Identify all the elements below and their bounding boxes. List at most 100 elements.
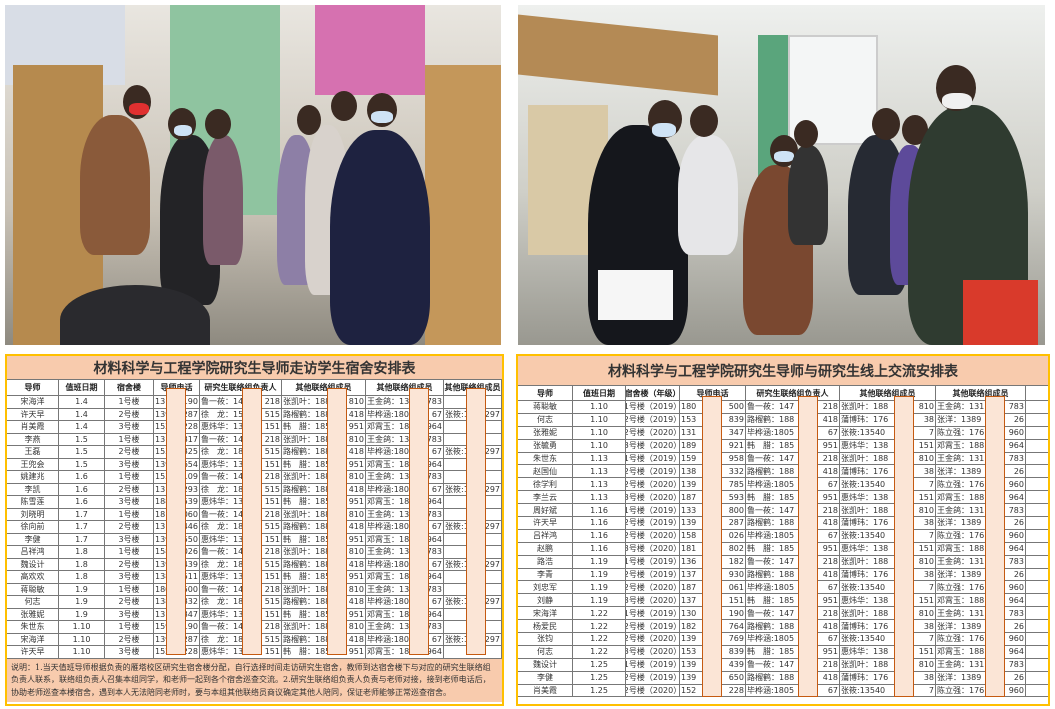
cell-fragment: 152 bbox=[155, 422, 171, 432]
cell-fragment: 1297 bbox=[479, 634, 500, 644]
cell-fragment: 151 bbox=[728, 595, 744, 605]
redaction-box bbox=[327, 388, 347, 655]
cell-fragment: 路榴鹤：188 bbox=[747, 570, 795, 580]
table-row: 张雅妮 1.10 2号楼（2020） 131 347 毕桦涵:1805 67 张筱:13540… bbox=[518, 426, 1048, 440]
cell-fragment: 060 bbox=[182, 509, 198, 519]
table-cell: 路榴鹤：188 418 bbox=[746, 671, 840, 684]
table-cell: 张凯叶：188 810 bbox=[282, 396, 366, 408]
cell-fragment: 13 bbox=[155, 397, 166, 407]
cell-fragment: 陈立强：176 bbox=[937, 634, 985, 644]
column-header: 其他联络组成员 bbox=[444, 380, 502, 395]
table-cell: 张凯叶：188 810 bbox=[840, 658, 936, 671]
cell-fragment: 26 bbox=[1013, 466, 1024, 476]
table-cell: 王金鸽：131 783 bbox=[366, 583, 444, 595]
table-cell: 赵国仙 bbox=[518, 465, 573, 478]
table-cell: 张凯叶：188 810 bbox=[282, 583, 366, 595]
table-row: 李兰云 1.13 3号楼（2020） 187 593 韩 腊：185 951 惠炜华：138 1… bbox=[518, 491, 1048, 505]
table-cell: 1号楼 bbox=[105, 396, 154, 408]
table-cell: 韩 腊：185 951 bbox=[282, 421, 366, 433]
cell-fragment: 515 bbox=[264, 447, 280, 457]
cell-fragment: 139 bbox=[155, 534, 171, 544]
cell-fragment: 徐 龙：18 bbox=[201, 522, 244, 532]
cell-fragment: 187 bbox=[681, 582, 697, 592]
cell-fragment: 67 bbox=[827, 531, 838, 541]
cell-fragment: 153 bbox=[681, 647, 697, 657]
cell-fragment: 毕桦涵:180 bbox=[367, 522, 409, 532]
table-cell: 1.5 bbox=[59, 458, 105, 470]
table-row: 路浩 1.19 1号楼（2019） 136 182 鲁一莜：147 218 张凯叶：188 81… bbox=[518, 555, 1048, 569]
cell-fragment: 张筱:1 bbox=[445, 634, 469, 644]
column-header: 宿舍楼（年级） bbox=[626, 386, 680, 400]
cell-fragment: 151 bbox=[918, 544, 934, 554]
table-cell: 3号楼（2020） bbox=[626, 594, 680, 607]
cell-fragment: 182 bbox=[728, 557, 744, 567]
table-cell: 1.16 bbox=[573, 517, 626, 529]
table-cell: 徐 龙：18 515 bbox=[200, 596, 282, 608]
table-cell: 徐 龙：18 515 bbox=[200, 483, 282, 495]
cell-fragment: 38 bbox=[923, 570, 934, 580]
table-cell: 2号楼 bbox=[105, 558, 154, 570]
cell-fragment: 张筱:13540 bbox=[841, 582, 886, 592]
cell-fragment: 951 bbox=[822, 441, 838, 451]
cell-fragment: 张洋：1389 bbox=[937, 673, 982, 683]
cell-fragment: 蒲博玮：176 bbox=[841, 621, 889, 631]
table-cell bbox=[444, 433, 502, 445]
table-cell: 周好斌 bbox=[518, 504, 573, 517]
cell-fragment: 徐 龙：18 bbox=[201, 484, 244, 494]
table-cell: 毕桦涵:180 67 bbox=[366, 446, 444, 458]
table-cell: 1.8 bbox=[59, 546, 105, 558]
table-cell: 158 026 bbox=[680, 529, 746, 542]
cell-fragment: 418 bbox=[348, 634, 364, 644]
table-cell: 路榴鹤：188 418 bbox=[746, 568, 840, 581]
cell-fragment: 张凯叶：188 bbox=[841, 454, 889, 463]
table-cell: 2号楼 bbox=[105, 596, 154, 608]
cell-fragment: 张洋：1389 bbox=[937, 466, 982, 476]
cell-fragment: 韩 腊：185 bbox=[747, 595, 795, 605]
table-cell: 139 650 bbox=[680, 671, 746, 684]
cell-fragment: 韩 腊：185 bbox=[283, 534, 331, 544]
cell-fragment: 张筱:1 bbox=[445, 447, 469, 457]
cell-fragment: 137 bbox=[681, 595, 697, 605]
cell-fragment: 毕桦涵:1805 bbox=[747, 479, 795, 489]
cell-fragment: 韩 腊：185 bbox=[283, 609, 331, 619]
table-cell: 1.10 bbox=[573, 401, 626, 413]
table-cell: 189 921 bbox=[680, 439, 746, 452]
table-cell: 惠炜华：138 151 bbox=[840, 542, 936, 555]
table-cell: 1号楼 bbox=[105, 583, 154, 595]
table-cell: 邓霄玉：188 964 bbox=[936, 542, 1026, 555]
table-cell: 3号楼（2020） bbox=[626, 542, 680, 555]
table-cell: 张凯叶：188 810 bbox=[840, 607, 936, 620]
table-cell: 韩 腊：185 951 bbox=[282, 608, 366, 620]
cell-fragment: 路榴鹤：188 bbox=[747, 621, 795, 631]
table-cell: 张凯叶：188 810 bbox=[840, 504, 936, 517]
cell-fragment: 路榴鹤：188 bbox=[283, 484, 331, 494]
table-cell: 152 228 bbox=[154, 421, 200, 433]
table-row: 徐学利 1.13 2号楼（2020） 139 785 毕桦涵:1805 67 张筱:13540… bbox=[518, 478, 1048, 492]
dorm-visit-schedule-table: 材料科学与工程学院研究生导师走访学生宿舍安排表 导师值班日期宿舍楼导师电话研究生… bbox=[5, 354, 504, 706]
cell-fragment: 151 bbox=[264, 647, 280, 657]
table-cell: 王金鸽：131 783 bbox=[936, 401, 1026, 413]
table-title: 材料科学与工程学院研究生导师与研究生线上交流安排表 bbox=[518, 356, 1048, 386]
table-cell: 137 930 bbox=[680, 568, 746, 581]
table-cell: 邓霄玉：188 964 bbox=[936, 439, 1026, 452]
cell-fragment: 67 bbox=[827, 582, 838, 592]
table-note: 说明：1.当天值班导师根据负责的雁塔校区研究生宿舍楼分配，自行选择时间走访研究生… bbox=[7, 658, 502, 702]
cell-fragment: 惠炜华：138 bbox=[841, 492, 889, 502]
table-cell: 鲁一莜：147 218 bbox=[746, 504, 840, 517]
cell-fragment: 1297 bbox=[479, 522, 500, 532]
table-cell: 张筱:1 1297 bbox=[444, 446, 502, 458]
cell-fragment: 218 bbox=[822, 454, 838, 463]
cell-fragment: 蒲博玮：176 bbox=[841, 518, 889, 528]
column-header: 其他联络组成员 bbox=[366, 380, 444, 395]
column-header: 导师 bbox=[7, 380, 59, 395]
cell-fragment: 218 bbox=[264, 509, 280, 519]
table-cell: 1.13 bbox=[573, 478, 626, 491]
cell-fragment: 138 bbox=[681, 466, 697, 476]
table-cell: 2号楼（2019） bbox=[626, 568, 680, 581]
table-cell: 1.22 bbox=[573, 607, 626, 620]
cell-fragment: 180 bbox=[681, 402, 697, 412]
cell-fragment: 951 bbox=[822, 544, 838, 554]
cell-fragment: 67 bbox=[431, 409, 442, 419]
cell-fragment: 218 bbox=[822, 402, 838, 412]
cell-fragment: 511 bbox=[182, 572, 198, 582]
